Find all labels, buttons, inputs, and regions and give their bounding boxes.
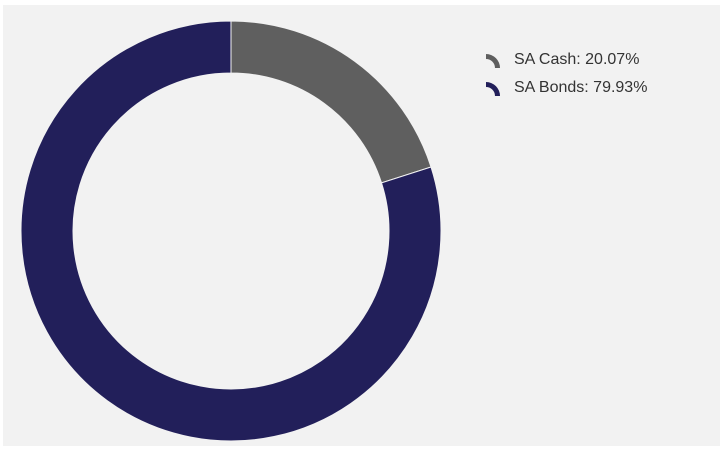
legend-swatch-sa-cash bbox=[486, 54, 500, 68]
legend-item-sa-cash[interactable]: SA Cash: 20.07% bbox=[484, 46, 647, 74]
legend-item-sa-bonds[interactable]: SA Bonds: 79.93% bbox=[484, 74, 647, 102]
legend: SA Cash: 20.07% SA Bonds: 79.93% bbox=[484, 46, 647, 102]
donut-hole bbox=[73, 73, 389, 389]
donut-segment-icon bbox=[486, 54, 500, 68]
legend-swatch-sa-bonds bbox=[486, 82, 500, 96]
legend-label-sa-cash: SA Cash: 20.07% bbox=[514, 51, 640, 68]
donut-slices bbox=[20, 20, 442, 442]
donut-segment-icon bbox=[486, 82, 500, 96]
legend-label-sa-bonds: SA Bonds: 79.93% bbox=[514, 79, 648, 96]
